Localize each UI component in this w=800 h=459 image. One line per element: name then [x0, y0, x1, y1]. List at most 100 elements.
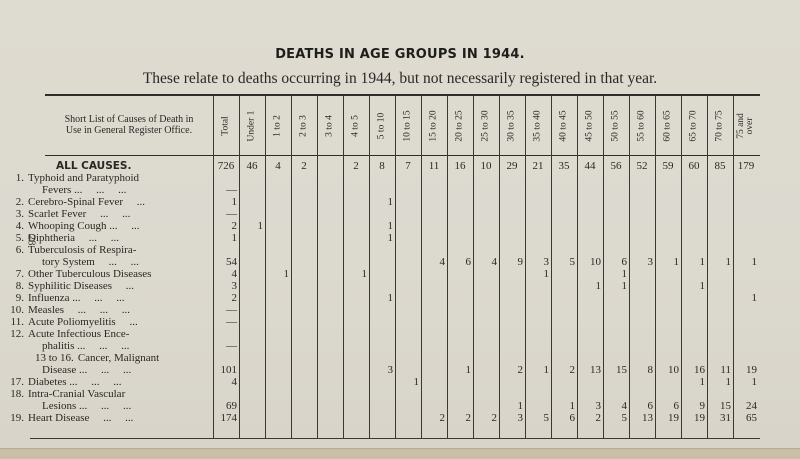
table-cell: 6 — [673, 400, 680, 412]
table-cell: 2 — [231, 220, 238, 232]
table-cell: 6 — [569, 412, 576, 424]
cause-label: 3. Scarlet Fever ... ... — [0, 208, 213, 220]
cause-number: 18. — [10, 388, 24, 400]
column-header-label: 45 to 50 — [584, 109, 595, 142]
table-cell: 13 — [590, 364, 601, 376]
cause-number: 9. — [15, 292, 24, 304]
table-cell: 3 — [595, 400, 602, 412]
column-header-label: 75 and over — [736, 112, 755, 139]
header-line-1: Short List of Causes of Death in — [64, 114, 194, 125]
cause-name: Acute Poliomyelitis ... — [28, 316, 138, 328]
cause-name: Scarlet Fever ... ... — [28, 208, 131, 220]
table-cell: 19 — [668, 412, 679, 424]
column-header: 60 to 65 — [655, 96, 681, 155]
table-cell: 4 — [275, 160, 281, 172]
table-cell: 179 — [737, 160, 755, 172]
table-cell: 2 — [353, 160, 359, 172]
column-header-label: 65 to 70 — [688, 109, 699, 142]
cause-name: Cancer, Malignant — [77, 352, 160, 364]
column-header: 15 to 20 — [421, 96, 447, 155]
cause-number: 5. — [15, 232, 24, 244]
table-cell: 4 — [231, 268, 238, 280]
column-header: 3 to 4 — [317, 96, 343, 155]
column-header-label: Under 1 — [246, 110, 257, 141]
table-cell: 11 — [428, 160, 440, 172]
table-top-rule — [45, 94, 760, 96]
cause-number: 7. — [15, 268, 24, 280]
cause-name-continued: Lesions ... ... ... — [42, 400, 132, 412]
column-header-label: 10 to 15 — [402, 109, 413, 142]
cause-name: Typhoid and Paratyphoid — [28, 172, 140, 184]
table-cell: 16 — [454, 160, 466, 172]
cause-name: Diphtheria ... ... — [28, 232, 120, 244]
cause-label: 2. Cerebro-Spinal Fever ... — [0, 196, 213, 208]
column-header-label: 15 to 20 — [428, 109, 439, 142]
cause-label: 10. Measles ... ... ... — [0, 304, 213, 316]
table-cell: 5 — [569, 256, 576, 268]
cause-label: 9. Influenza ... ... ... — [0, 292, 213, 304]
cause-name: Syphilitic Diseases ... — [28, 280, 135, 292]
table-cell: 1 — [621, 268, 628, 280]
table-cell: 24 — [746, 400, 757, 412]
cause-name: Measles ... ... ... — [28, 304, 131, 316]
table-cell: 1 — [283, 268, 290, 280]
cause-name-continued: Fevers ... ... ... — [42, 184, 127, 196]
cause-name-continued: tory System ... ... — [42, 256, 139, 268]
column-header: 55 to 60 — [629, 96, 655, 155]
cause-label: 7. Other Tuberculous Diseases — [0, 268, 213, 280]
table-cell: 6 — [465, 256, 472, 268]
cause-name: Tuberculosis of Respira- — [28, 244, 137, 256]
table-cell: 1 — [751, 376, 758, 388]
table-cell: 52 — [636, 160, 648, 172]
column-header-label: 1 to 2 — [272, 114, 283, 137]
column-rule — [291, 96, 292, 438]
table-cell: 4 — [491, 256, 498, 268]
column-rule — [395, 96, 396, 438]
table-cell: 15 — [720, 400, 731, 412]
cause-name: Diabetes ... ... ... — [28, 376, 122, 388]
table-cell: 4 — [231, 376, 238, 388]
cause-label: 13 to 16. Cancer, Malignant — [35, 352, 248, 364]
column-rule — [629, 96, 630, 438]
column-header-label: 2 to 3 — [298, 114, 309, 137]
cause-label: 5. Diphtheria ... ... — [0, 232, 213, 244]
table-cell: 9 — [699, 400, 706, 412]
column-header: 70 to 75 — [707, 96, 733, 155]
table-cell: 16 — [694, 364, 705, 376]
column-header-label: 60 to 65 — [662, 109, 673, 142]
causes-column-header: Short List of Causes of Death in Use in … — [45, 114, 213, 136]
table-cell: 29 — [506, 160, 518, 172]
page-title: DEATHS IN AGE GROUPS IN 1944. — [275, 47, 525, 62]
cause-name: Influenza ... ... ... — [28, 292, 125, 304]
table-cell: — — [226, 316, 237, 328]
column-header: 2 to 3 — [291, 96, 317, 155]
cause-number: 17. — [10, 376, 24, 388]
cause-label: 12. Acute Infectious Ence- — [0, 328, 213, 340]
table-cell: 3 — [387, 364, 394, 376]
column-header: Total — [213, 96, 239, 155]
table-cell: 4 — [621, 400, 628, 412]
cause-name: Acute Infectious Ence- — [28, 328, 130, 340]
header-line-2: Use in General Register Office. — [65, 125, 193, 136]
table-cell: 1 — [387, 220, 394, 232]
cause-label: 6. Tuberculosis of Respira- — [0, 244, 213, 256]
column-rule — [707, 96, 708, 438]
table-cell: 2 — [439, 412, 446, 424]
column-header-label: 50 to 55 — [610, 109, 621, 142]
table-cell: 1 — [699, 256, 706, 268]
table-cell: 2 — [517, 364, 524, 376]
cause-number: 6. — [15, 244, 24, 256]
cause-name: Heart Disease ... ... — [28, 412, 134, 424]
table-cell: 1 — [699, 376, 706, 388]
table-cell: 1 — [517, 400, 524, 412]
table-cell: 3 — [517, 412, 524, 424]
column-header: 65 to 70 — [681, 96, 707, 155]
table-bottom-rule — [30, 438, 760, 439]
table-cell: 726 — [217, 160, 235, 172]
table-cell: 1 — [673, 256, 680, 268]
column-header-label: 70 to 75 — [714, 109, 725, 142]
table-cell: 5 — [621, 412, 628, 424]
column-rule — [733, 96, 734, 438]
table-cell: 1 — [699, 280, 706, 292]
column-header-label: Total — [220, 115, 231, 136]
